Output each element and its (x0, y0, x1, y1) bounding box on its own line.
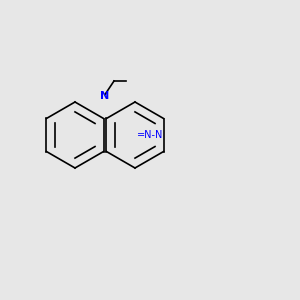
Text: =N-N: =N-N (137, 130, 163, 140)
Text: N: N (100, 91, 109, 101)
